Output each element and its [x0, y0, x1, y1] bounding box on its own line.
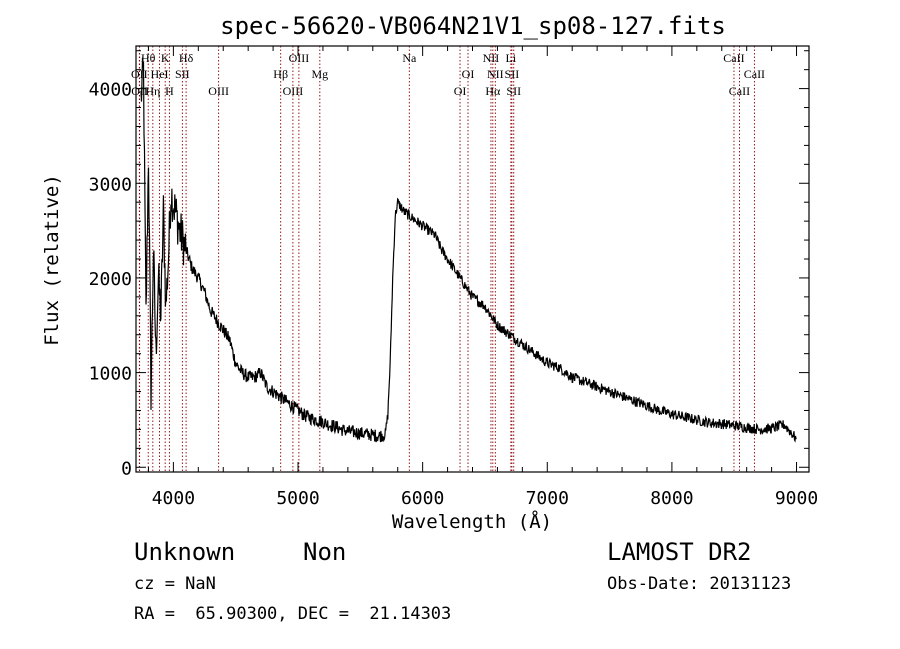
- obs-date-value: Obs-Date: 20131123: [607, 574, 792, 594]
- marker-label: CaII: [744, 67, 765, 81]
- plot-frame: [135, 45, 810, 473]
- y-tick-label: 3000: [89, 174, 132, 195]
- marker-label: Na: [402, 51, 417, 65]
- survey-label: LAMOST DR2: [607, 538, 752, 566]
- marker-label: NII: [483, 51, 500, 65]
- marker-label: Hα: [485, 84, 501, 98]
- object-class-label: Unknown: [134, 538, 236, 566]
- y-axis-label: Flux (relative): [41, 174, 63, 346]
- x-tick-label: 5000: [276, 488, 319, 509]
- marker-label: Li: [506, 51, 517, 65]
- x-tick-label: 9000: [775, 488, 818, 509]
- marker-label: CaII: [729, 84, 750, 98]
- marker-label: OIII: [289, 51, 310, 65]
- x-ticks: 4000 5000 6000 7000 8000 9000: [147, 46, 818, 509]
- y-ticks: 0 1000 2000 3000 4000: [89, 50, 809, 479]
- chart-title: spec-56620-VB064N21V1_sp08-127.fits: [220, 12, 726, 40]
- x-axis-label: Wavelength (Å): [392, 510, 552, 533]
- marker-label: OIII: [208, 84, 229, 98]
- marker-label: K: [161, 51, 170, 65]
- y-tick-label: 1000: [89, 364, 132, 385]
- marker-label: Mg: [311, 67, 328, 81]
- marker-label: Hη: [145, 84, 160, 98]
- marker-label: SII: [505, 67, 520, 81]
- marker-label: OI: [454, 84, 467, 98]
- y-tick-label: 2000: [89, 269, 132, 290]
- x-tick-label: 6000: [401, 488, 444, 509]
- marker-label: SII: [506, 84, 521, 98]
- marker-label: OIII: [283, 84, 304, 98]
- marker-label: HeI: [151, 67, 169, 81]
- x-tick-label: 4000: [152, 488, 195, 509]
- marker-label: Hδ: [179, 51, 194, 65]
- marker-label: OII: [131, 67, 148, 81]
- marker-label: Hβ: [273, 67, 288, 81]
- flux-series-line: [140, 57, 797, 443]
- marker-label: H: [165, 84, 174, 98]
- marker-label: OII: [131, 84, 148, 98]
- y-tick-label: 4000: [89, 80, 132, 101]
- line-markers: [138, 46, 755, 472]
- cz-value: cz = NaN: [134, 574, 216, 594]
- y-tick-label: 0: [121, 458, 132, 479]
- subclass-label: Non: [303, 538, 347, 566]
- marker-label: NII: [487, 67, 504, 81]
- coordinates-value: RA = 65.90300, DEC = 21.14303: [134, 604, 452, 624]
- x-tick-label: 7000: [526, 488, 569, 509]
- marker-label: CaII: [723, 51, 744, 65]
- marker-label: Hθ: [141, 51, 156, 65]
- x-tick-label: 8000: [650, 488, 693, 509]
- marker-label: OI: [462, 67, 475, 81]
- marker-label: SII: [175, 67, 190, 81]
